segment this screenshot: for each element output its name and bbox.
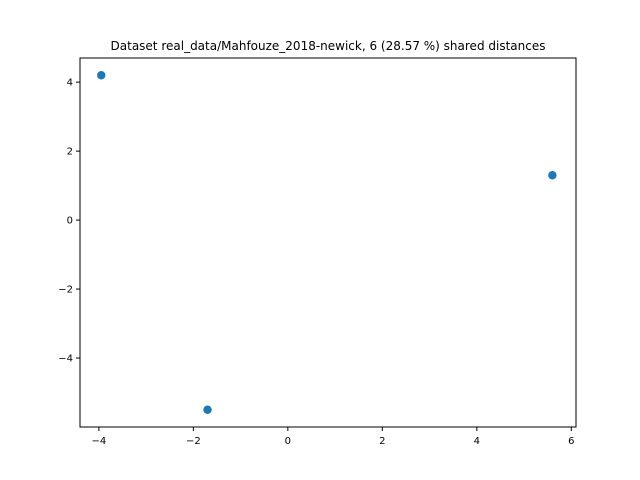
y-tick-label: 2 [67,147,73,158]
x-tick-label: 0 [285,436,291,447]
x-tick-label: −4 [92,436,107,447]
data-point-0-2 [548,171,557,180]
plot-area: −4 −2 0 2 4 6 −4 −2 0 2 4 [58,57,577,447]
data-point-0-1 [203,405,212,414]
y-tick-label: 0 [67,216,73,227]
x-tick-label: −2 [186,436,201,447]
y-tick-label: −2 [58,285,73,296]
chart-title: Dataset real_data/Mahfouze_2018-newick, … [111,39,546,53]
data-point-0-0 [97,71,106,80]
axes-frame [79,57,577,428]
x-tick-label: 2 [379,436,385,447]
x-tick-label: 6 [568,436,574,447]
y-tick-label: 4 [67,78,73,89]
y-tick-label: −4 [58,354,73,365]
x-tick-label: 4 [474,436,480,447]
